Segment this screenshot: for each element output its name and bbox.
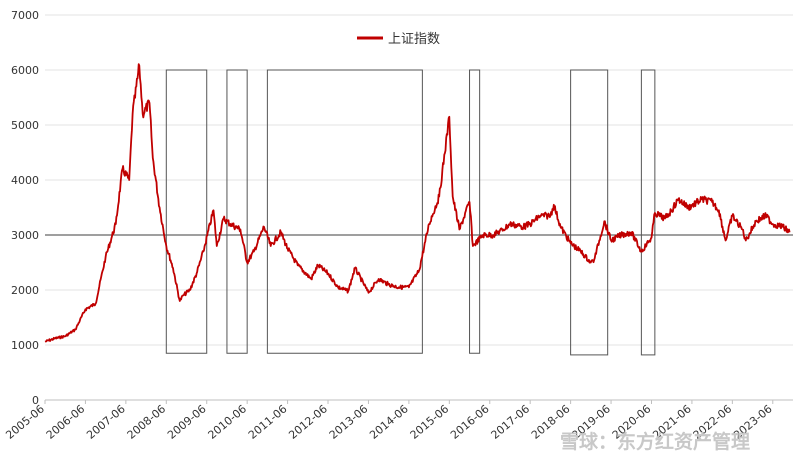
y-tick-label: 7000 — [11, 9, 39, 22]
x-tick-label: 2013-06 — [327, 402, 371, 442]
series-layer — [44, 63, 791, 343]
x-tick-label: 2010-06 — [206, 402, 250, 442]
y-tick-label: 3000 — [11, 229, 39, 242]
y-tick-label: 2000 — [11, 284, 39, 297]
x-tick-label: 2005-06 — [3, 402, 47, 442]
x-tick-label: 2015-06 — [408, 402, 452, 442]
annotation-box — [570, 69, 609, 356]
legend-label-shanghai-index: 上证指数 — [388, 32, 440, 47]
y-tick-label: 0 — [32, 394, 39, 407]
x-tick-label: 2006-06 — [44, 402, 88, 442]
annotation-boxes — [165, 69, 656, 356]
y-axis-ticks: 0 1000 2000 3000 4000 5000 6000 7000 — [11, 9, 39, 407]
series-line-shanghai-index — [44, 63, 791, 343]
x-tick-label: 2016-06 — [448, 402, 492, 442]
x-tick-label: 2014-06 — [367, 402, 411, 442]
x-tick-label: 2007-06 — [84, 402, 128, 442]
y-gridlines — [45, 14, 793, 401]
x-tick-label: 2012-06 — [286, 402, 330, 442]
x-tick-label: 2011-06 — [246, 402, 290, 442]
legend: 上证指数 — [357, 32, 440, 47]
y-tick-label: 6000 — [11, 64, 39, 77]
annotation-box — [640, 69, 656, 356]
x-tick-label: 2009-06 — [165, 402, 209, 442]
y-tick-label: 1000 — [11, 339, 39, 352]
y-tick-label: 5000 — [11, 119, 39, 132]
x-tick-label: 2008-06 — [125, 402, 169, 442]
y-tick-label: 4000 — [11, 174, 39, 187]
annotation-box — [266, 69, 423, 354]
x-tick-label: 2017-06 — [489, 402, 533, 442]
watermark-text: 雪球：东方红资产管理 — [560, 430, 750, 453]
annotation-box — [165, 69, 208, 354]
annotation-box — [226, 69, 248, 354]
